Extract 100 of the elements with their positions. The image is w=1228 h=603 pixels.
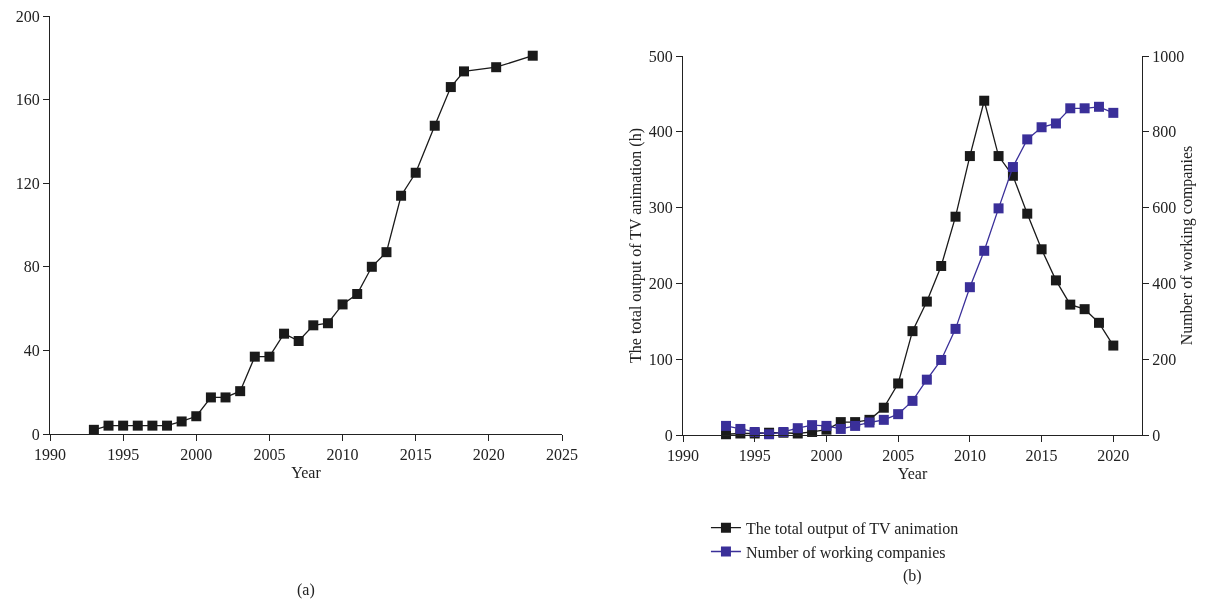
- x-tick-label: 2005: [253, 446, 286, 464]
- point: [322, 318, 333, 329]
- y2-tick-label: 400: [1152, 275, 1177, 292]
- x-tick-label: 1990: [34, 446, 66, 464]
- point: [936, 260, 947, 271]
- point: [1036, 122, 1047, 133]
- point: [936, 354, 947, 365]
- point: [893, 409, 904, 420]
- point: [147, 420, 158, 431]
- point: [191, 411, 202, 422]
- x-tick-label: 2010: [953, 447, 986, 465]
- point: [279, 328, 290, 339]
- point: [979, 95, 990, 106]
- y-tick-label: 0: [664, 426, 673, 444]
- point: [293, 336, 304, 346]
- x-tick-label: 2000: [810, 447, 843, 465]
- y-tick-label: 120: [15, 174, 40, 192]
- y2-tick-label: 0: [1152, 426, 1161, 444]
- x-tick-label: 1995: [107, 446, 140, 464]
- y-tick-label: 40: [23, 342, 40, 359]
- point: [381, 247, 392, 258]
- point: [396, 190, 407, 201]
- point: [721, 420, 732, 431]
- point: [835, 423, 846, 434]
- x-tick-label: 1995: [738, 447, 771, 465]
- point: [893, 378, 904, 389]
- point: [176, 416, 187, 427]
- point: [907, 326, 918, 337]
- x-tick-label: 2015: [399, 446, 432, 464]
- point: [264, 351, 275, 362]
- y-tick-label: 0: [31, 425, 40, 443]
- x-axis-title: Year: [897, 464, 928, 482]
- point: [429, 120, 440, 131]
- point: [1079, 103, 1090, 114]
- point: [337, 299, 348, 310]
- x-tick-label: 2020: [1097, 447, 1130, 465]
- point: [878, 414, 889, 425]
- point: [921, 296, 932, 307]
- x-tick-label: 1990: [667, 447, 699, 465]
- y2-tick-label: 1000: [1152, 47, 1185, 65]
- point: [1065, 103, 1076, 114]
- point: [1079, 304, 1090, 315]
- point: [458, 66, 469, 77]
- y2-tick-label: 600: [1152, 199, 1177, 217]
- point: [205, 392, 216, 403]
- text: (b): [903, 567, 922, 585]
- text: (a): [297, 581, 315, 599]
- point: [1093, 317, 1104, 328]
- y-tick-label: 100: [648, 350, 673, 368]
- y2-tick-label: 800: [1152, 123, 1177, 141]
- y-tick-label: 500: [648, 47, 673, 65]
- y-tick-label: 160: [15, 91, 40, 109]
- point: [993, 151, 1004, 162]
- x-tick-label: 2025: [546, 446, 578, 464]
- point: [964, 151, 975, 162]
- point: [1108, 340, 1119, 351]
- point: [1108, 107, 1119, 118]
- point: [491, 62, 502, 73]
- point: [921, 374, 932, 385]
- point: [220, 392, 231, 403]
- point: [118, 420, 129, 431]
- x-tick-label: 2005: [882, 447, 915, 465]
- point: [162, 420, 173, 431]
- point: [1007, 162, 1018, 173]
- y2-axis-title: Number of working companies: [1178, 145, 1197, 346]
- x-tick-label: 2000: [180, 446, 213, 464]
- point: [907, 395, 918, 406]
- point: [821, 420, 832, 431]
- point: [1022, 134, 1033, 145]
- point: [950, 323, 961, 334]
- y-tick-label: 300: [648, 199, 673, 217]
- point: [445, 82, 456, 93]
- point: [1050, 275, 1061, 286]
- y-tick-label: 80: [23, 258, 40, 276]
- x-tick-label: 2020: [472, 446, 505, 464]
- point: [527, 50, 538, 61]
- point: [1050, 118, 1061, 129]
- point: [249, 351, 260, 362]
- point: [950, 211, 961, 222]
- point: [1093, 101, 1104, 112]
- point: [964, 282, 975, 293]
- legend-label: The total output of TV animation: [745, 519, 959, 538]
- point: [132, 420, 143, 431]
- point: [410, 167, 421, 178]
- point: [979, 245, 990, 256]
- y-tick-label: 400: [648, 123, 673, 141]
- x-tick-label: 2010: [326, 446, 359, 464]
- point: [792, 423, 803, 434]
- legend-label: Number of working companies: [745, 543, 946, 562]
- point: [308, 320, 319, 331]
- point: [1036, 244, 1047, 255]
- point: [1065, 299, 1076, 310]
- y-tick-label: 200: [648, 275, 673, 292]
- point: [88, 424, 99, 435]
- y2-tick-label: 200: [1152, 350, 1177, 368]
- point: [352, 288, 363, 299]
- point: [1022, 208, 1033, 219]
- point: [235, 386, 246, 397]
- point: [366, 261, 377, 272]
- y-tick-label: 200: [15, 7, 40, 25]
